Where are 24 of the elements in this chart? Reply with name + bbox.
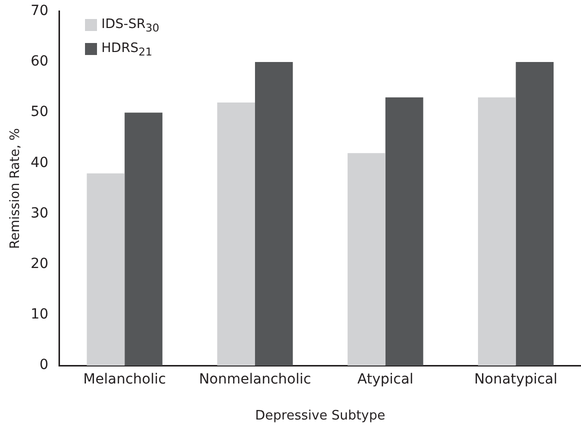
bar bbox=[516, 62, 554, 366]
bar bbox=[217, 102, 256, 366]
legend-label: HDRS$_{21}$ bbox=[101, 40, 152, 58]
legend-label: IDS-SR$_{30}$ bbox=[101, 16, 160, 34]
x-tick-label: Nonmelancholic bbox=[198, 372, 312, 388]
x-tick-label: Melancholic bbox=[83, 372, 166, 388]
x-tick-label: Nonatypical bbox=[474, 372, 558, 388]
bar bbox=[124, 112, 162, 366]
y-tick-label: 0 bbox=[39, 357, 48, 374]
bar bbox=[255, 62, 293, 366]
y-tick-label: 10 bbox=[30, 306, 48, 323]
y-axis-title: Remission Rate, % bbox=[8, 128, 24, 249]
y-tick-label: 60 bbox=[30, 54, 48, 70]
y-tick-label: 30 bbox=[30, 205, 48, 222]
bar bbox=[348, 153, 386, 366]
y-tick-label: 40 bbox=[30, 154, 48, 171]
y-tick-label: 50 bbox=[30, 104, 48, 120]
y-tick-label: 70 bbox=[30, 3, 48, 20]
bar bbox=[385, 97, 424, 366]
bar bbox=[86, 173, 125, 366]
y-tick-label: 20 bbox=[30, 256, 48, 272]
x-tick-label: Atypical bbox=[357, 372, 414, 388]
x-axis-title: Depressive Subtype bbox=[255, 408, 386, 424]
bar bbox=[478, 97, 516, 366]
